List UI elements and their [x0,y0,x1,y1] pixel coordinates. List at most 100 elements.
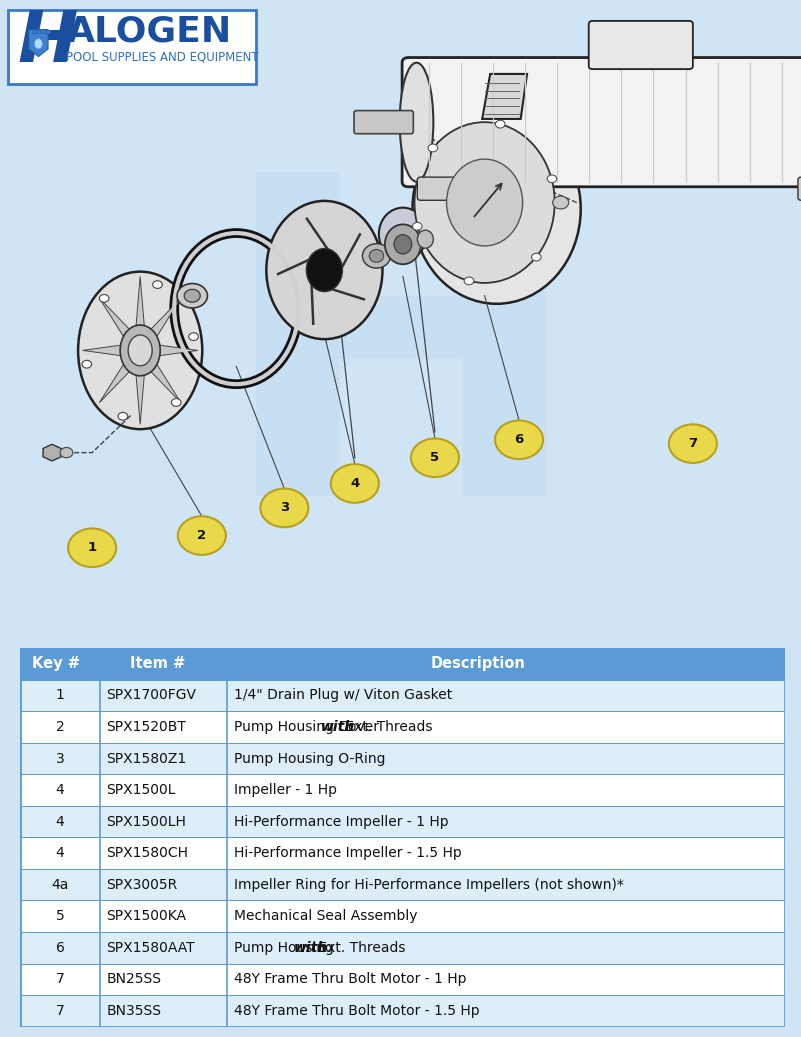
Circle shape [553,196,569,208]
Circle shape [60,448,73,457]
Text: 5: 5 [56,909,65,923]
Circle shape [428,144,437,151]
Circle shape [669,424,717,463]
Text: ALOGEN: ALOGEN [66,15,231,49]
Ellipse shape [78,272,202,429]
Text: H: H [215,158,586,588]
Ellipse shape [417,230,433,248]
Circle shape [178,516,226,555]
Circle shape [82,360,91,368]
FancyBboxPatch shape [20,900,785,932]
FancyBboxPatch shape [20,648,785,679]
Ellipse shape [184,289,200,302]
Text: 48Y Frame Thru Bolt Motor - 1 Hp: 48Y Frame Thru Bolt Motor - 1 Hp [234,973,467,986]
FancyBboxPatch shape [589,21,693,69]
FancyBboxPatch shape [798,177,801,200]
Text: 4: 4 [350,477,360,491]
Ellipse shape [128,335,152,366]
Ellipse shape [34,38,42,49]
Polygon shape [29,30,48,57]
Polygon shape [136,277,144,329]
FancyBboxPatch shape [20,869,785,900]
Ellipse shape [120,325,160,375]
FancyBboxPatch shape [20,838,785,869]
Text: 2: 2 [197,529,207,542]
Text: SPX1580CH: SPX1580CH [107,846,188,860]
Text: SPX1520BT: SPX1520BT [107,720,187,734]
FancyBboxPatch shape [8,9,256,84]
Text: Key #: Key # [32,656,80,671]
Text: 6: 6 [514,433,524,446]
Text: BN25SS: BN25SS [107,973,162,986]
Text: SPX1700FGV: SPX1700FGV [107,689,196,702]
Circle shape [532,253,541,261]
FancyBboxPatch shape [20,963,785,996]
Ellipse shape [177,283,207,308]
Polygon shape [157,345,198,356]
Circle shape [413,222,422,230]
Ellipse shape [267,201,383,339]
Text: Impeller - 1 Hp: Impeller - 1 Hp [234,783,337,797]
Ellipse shape [369,250,384,262]
Text: SPX1500KA: SPX1500KA [107,909,187,923]
Ellipse shape [385,224,421,264]
Circle shape [411,439,459,477]
Text: Ext. Threads: Ext. Threads [314,941,405,955]
Text: 48Y Frame Thru Bolt Motor - 1.5 Hp: 48Y Frame Thru Bolt Motor - 1.5 Hp [234,1004,480,1018]
Text: Pump Housing: Pump Housing [234,941,339,955]
Text: 4a: 4a [51,877,69,892]
Text: 3: 3 [56,752,65,765]
Text: 7: 7 [56,1004,65,1018]
Ellipse shape [307,249,343,291]
Text: 6: 6 [56,941,65,955]
Polygon shape [99,298,131,339]
Text: 1: 1 [56,689,65,702]
Text: SPX1580Z1: SPX1580Z1 [107,752,187,765]
Text: 1: 1 [87,541,97,555]
Ellipse shape [379,207,427,260]
Text: Pump Housing Cover: Pump Housing Cover [234,720,384,734]
Polygon shape [149,362,181,402]
Text: H: H [18,8,78,77]
Text: Hi-Performance Impeller - 1 Hp: Hi-Performance Impeller - 1 Hp [234,815,449,829]
FancyBboxPatch shape [20,932,785,963]
Text: Pump Housing O-Ring: Pump Housing O-Ring [234,752,386,765]
Text: Description: Description [430,656,525,671]
FancyBboxPatch shape [417,177,468,200]
Text: Hi-Performance Impeller - 1.5 Hp: Hi-Performance Impeller - 1.5 Hp [234,846,462,860]
Text: Mechanical Seal Assembly: Mechanical Seal Assembly [234,909,417,923]
Text: with: with [293,941,328,955]
Text: 4: 4 [56,783,65,797]
Text: 7: 7 [688,438,698,450]
Circle shape [495,420,543,459]
FancyBboxPatch shape [402,57,801,187]
Circle shape [171,398,181,407]
Text: with: with [320,720,355,734]
Text: SPX1580AAT: SPX1580AAT [107,941,195,955]
Circle shape [331,465,379,503]
Text: 4: 4 [56,846,65,860]
Circle shape [464,277,473,285]
Circle shape [547,175,557,183]
FancyBboxPatch shape [20,742,785,775]
Circle shape [260,488,308,527]
Text: 2: 2 [56,720,65,734]
Ellipse shape [447,159,522,246]
FancyBboxPatch shape [20,806,785,838]
Text: 4: 4 [56,815,65,829]
Ellipse shape [363,244,391,269]
Text: SPX1500LH: SPX1500LH [107,815,187,829]
Text: 7: 7 [56,973,65,986]
Text: SPX3005R: SPX3005R [107,877,178,892]
Circle shape [118,413,127,420]
Circle shape [189,333,199,340]
Ellipse shape [400,62,433,181]
FancyBboxPatch shape [46,30,50,33]
FancyBboxPatch shape [354,111,413,134]
Polygon shape [99,362,131,402]
FancyBboxPatch shape [20,775,785,806]
Polygon shape [149,298,181,339]
Text: Item #: Item # [130,656,185,671]
Polygon shape [43,444,61,461]
Text: BN35SS: BN35SS [107,1004,162,1018]
